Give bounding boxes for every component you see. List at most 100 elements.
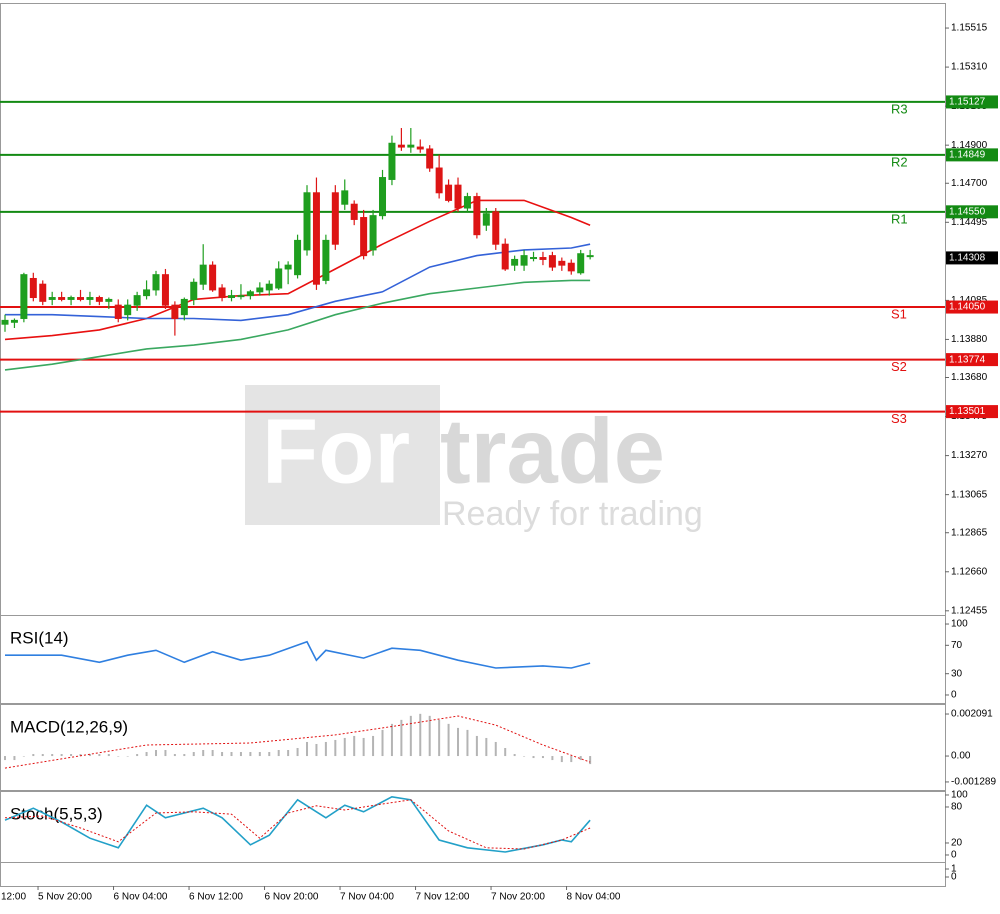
macd-bar xyxy=(334,739,337,757)
macd-bar xyxy=(570,756,573,763)
y-tick-label: 1.14085 xyxy=(951,295,988,306)
y-tick-label: 1.13680 xyxy=(951,372,988,383)
watermark-box xyxy=(245,385,440,525)
y-tick-label: 70 xyxy=(951,640,963,651)
x-tick-label: 7 Nov 20:00 xyxy=(491,892,545,903)
macd-bar xyxy=(523,756,526,757)
candle-body xyxy=(48,297,56,300)
macd-bar xyxy=(343,737,346,757)
level-name: R3 xyxy=(891,101,908,116)
macd-bar xyxy=(126,756,129,757)
macd-bar xyxy=(438,719,441,757)
y-tick-label: 30 xyxy=(951,668,963,679)
indicator-line xyxy=(4,795,591,853)
level-price-box xyxy=(946,405,998,419)
candle-body xyxy=(369,215,377,251)
macd-bar xyxy=(532,756,535,759)
macd-bar xyxy=(192,752,195,757)
y-tick-label: 1.13270 xyxy=(951,450,988,461)
macd-bar xyxy=(457,727,460,757)
candle-body xyxy=(29,277,37,299)
candle-body xyxy=(1,319,9,325)
indicator-line xyxy=(4,199,591,341)
macd-bar xyxy=(560,756,563,763)
macd-bar xyxy=(107,754,110,757)
y-tick-label: 0.002091 xyxy=(951,709,993,720)
level-price-box xyxy=(946,353,998,367)
candle-body xyxy=(124,304,132,316)
candle-body xyxy=(511,258,519,266)
watermark-slogan: Ready for trading xyxy=(442,495,703,533)
macd-bar xyxy=(324,741,327,757)
indicator-title: RSI(14) xyxy=(10,628,69,647)
candle-body xyxy=(294,239,302,276)
candle-body xyxy=(492,211,500,245)
macd-bar xyxy=(22,756,25,757)
macd-bar xyxy=(230,752,233,757)
macd-bar xyxy=(551,756,554,761)
y-tick-label: -0.001289 xyxy=(951,777,996,788)
candle-body xyxy=(161,274,169,306)
macd-bar xyxy=(13,756,16,761)
macd-bar xyxy=(485,737,488,757)
candle-body xyxy=(558,260,566,266)
last-price-label: 1.14308 xyxy=(949,253,986,264)
macd-bar xyxy=(117,756,120,757)
macd-bar xyxy=(249,752,252,757)
candle-body xyxy=(209,264,217,291)
candle-body xyxy=(586,255,594,258)
level-name: S1 xyxy=(891,306,907,321)
macd-bar xyxy=(239,752,242,757)
level-name: S2 xyxy=(891,359,907,374)
candle-body xyxy=(67,297,75,300)
level-price-box xyxy=(946,148,998,162)
candle-body xyxy=(312,192,320,285)
level-name: S3 xyxy=(891,411,907,426)
macd-bar xyxy=(268,752,271,757)
candle-body xyxy=(435,167,443,194)
candle-body xyxy=(501,243,509,270)
candle-body xyxy=(39,283,47,302)
y-tick-label: 80 xyxy=(951,802,963,813)
candle-body xyxy=(360,217,368,257)
indicator-line xyxy=(4,279,591,371)
y-tick-label: 1.12455 xyxy=(951,605,988,616)
candle-body xyxy=(482,213,490,226)
level-price-box xyxy=(946,300,998,314)
candle-body xyxy=(265,283,273,291)
macd-bar xyxy=(4,756,7,761)
macd-bar xyxy=(353,735,356,757)
y-tick-label: 1 xyxy=(951,864,957,875)
candle-body xyxy=(388,142,396,180)
macd-bar xyxy=(287,750,290,757)
candle-body xyxy=(567,262,575,272)
x-tick-label: 6 Nov 20:00 xyxy=(265,892,319,903)
level-name: R1 xyxy=(891,211,908,226)
x-tick-label: 5 Nov 20:00 xyxy=(38,892,92,903)
level-price-label: 1.14849 xyxy=(949,150,986,161)
indicator-line xyxy=(5,243,591,322)
x-tick-label: 7 Nov 12:00 xyxy=(416,892,470,903)
candle-body xyxy=(10,319,18,323)
macd-bar xyxy=(589,756,592,765)
macd-bar xyxy=(88,754,91,757)
macd-bar xyxy=(409,715,412,757)
candle-body xyxy=(20,274,28,319)
x-tick-label: 6 Nov 12:00 xyxy=(189,892,243,903)
candle-body xyxy=(171,304,179,319)
level-price-label: 1.13774 xyxy=(949,354,986,365)
macd-bar xyxy=(541,756,544,759)
candle-body xyxy=(548,255,556,268)
candle-body xyxy=(133,295,141,306)
candle-body xyxy=(426,148,434,169)
level-price-box xyxy=(946,95,998,109)
x-tick-label: 12:00 xyxy=(1,892,26,903)
macd-bar xyxy=(145,752,148,757)
macd-bar xyxy=(183,754,186,757)
macd-bar xyxy=(98,754,101,757)
macd-bar xyxy=(221,752,224,757)
macd-bar xyxy=(136,754,139,757)
candle-body xyxy=(445,184,453,201)
